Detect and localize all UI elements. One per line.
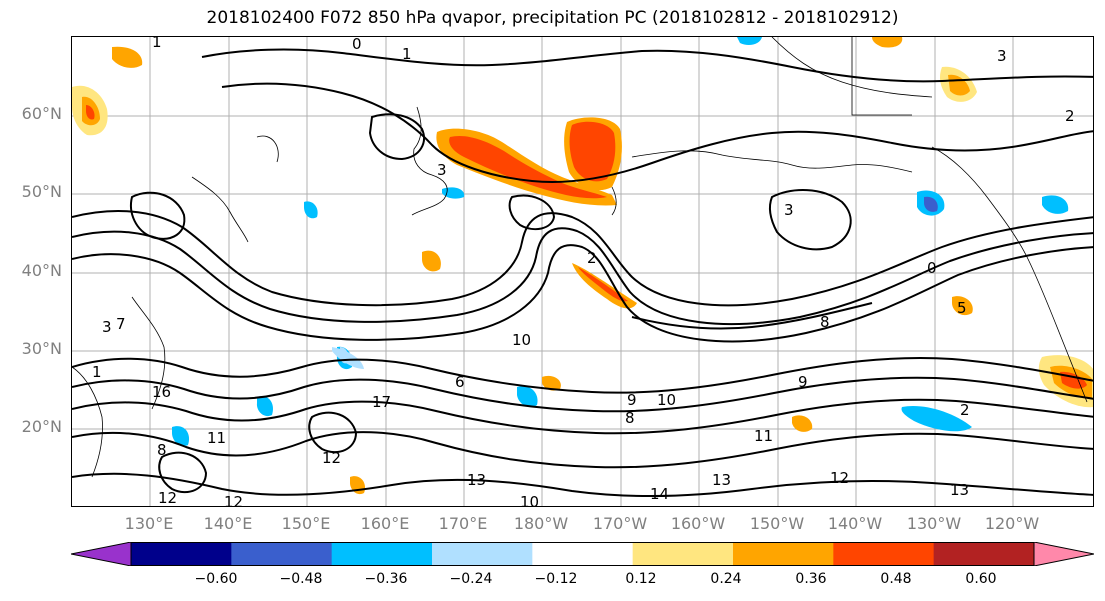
colorbar-tick: −0.12 xyxy=(534,571,578,587)
lat-label-20n: 20°N xyxy=(21,417,62,436)
colorbar-tick: −0.60 xyxy=(194,571,238,587)
map-canvas: 1 0 1 3 3 2 3 3 2 1 7 10 8 6 17 9 12 16 … xyxy=(72,37,1093,507)
contour-label: 2 xyxy=(1065,107,1075,125)
colorbar-segment xyxy=(331,542,433,566)
contour-label: 13 xyxy=(467,471,486,489)
contour-label: 14 xyxy=(650,485,669,503)
contour-label: 8 xyxy=(625,409,635,427)
contour-label: 6 xyxy=(455,373,465,391)
colorbar-segment xyxy=(231,542,333,566)
contour-label: 10 xyxy=(520,493,539,507)
lon-label-180w: 180°W xyxy=(513,514,569,533)
map-title: 2018102400 F072 850 hPa qvapor, precipit… xyxy=(206,8,899,28)
contour-lines xyxy=(72,48,1093,498)
coastlines xyxy=(72,37,1088,478)
colorbar-tick: −0.36 xyxy=(364,571,408,587)
lat-label-60n: 60°N xyxy=(21,104,62,123)
lon-label-130e: 130°E xyxy=(124,514,174,533)
contour-label: 12 xyxy=(224,493,243,507)
contour-label: 3 xyxy=(102,318,112,336)
colorbar-tick: 0.48 xyxy=(880,571,912,587)
lon-label-140w: 140°W xyxy=(827,514,883,533)
contour-label: 9 xyxy=(627,391,637,409)
contour-label: 0 xyxy=(352,37,362,53)
colorbar-tick: 0.12 xyxy=(625,571,657,587)
precip-negative-shading xyxy=(172,37,1069,447)
lon-label-170e: 170°E xyxy=(438,514,488,533)
contour-label: 10 xyxy=(657,391,676,409)
colorbar-segment xyxy=(432,542,533,566)
colorbar-tick: 0.24 xyxy=(710,571,742,587)
lon-label-170w: 170°W xyxy=(592,514,648,533)
colorbar-tick: −0.24 xyxy=(449,571,493,587)
colorbar-segment xyxy=(632,542,734,566)
colorbar-segment xyxy=(532,542,634,566)
contour-label: 13 xyxy=(712,471,731,489)
graticule xyxy=(72,37,1093,506)
contour-label: 11 xyxy=(207,429,226,447)
contour-label: 16 xyxy=(152,383,171,401)
contour-label: 7 xyxy=(116,315,126,333)
colorbar-tick: 0.36 xyxy=(795,571,827,587)
lon-label-160w: 160°W xyxy=(670,514,726,533)
contour-label: 12 xyxy=(158,489,177,507)
colorbar-segment xyxy=(833,542,935,566)
contour-label: 9 xyxy=(798,373,808,391)
colorbar-tick: 0.60 xyxy=(965,571,997,587)
lon-label-120w: 120°W xyxy=(984,514,1040,533)
contour-label: 8 xyxy=(157,441,167,459)
lon-label-150w: 150°W xyxy=(749,514,805,533)
colorbar-segments xyxy=(71,542,1094,566)
colorbar-outline xyxy=(130,542,1035,566)
map-panel[interactable]: 1 0 1 3 3 2 3 3 2 1 7 10 8 6 17 9 12 16 … xyxy=(71,36,1094,507)
contour-label: 8 xyxy=(820,313,830,331)
colorbar-segment xyxy=(71,542,132,566)
contour-label: 2 xyxy=(587,249,597,267)
contour-labels: 1 0 1 3 3 2 3 3 2 1 7 10 8 6 17 9 12 16 … xyxy=(92,37,1075,507)
lon-label-130w: 130°W xyxy=(906,514,962,533)
colorbar-tick: −0.48 xyxy=(279,571,323,587)
contour-label: 1 xyxy=(152,37,162,51)
contour-label: 3 xyxy=(437,161,447,179)
contour-label: 17 xyxy=(372,393,391,411)
colorbar-segment xyxy=(733,542,834,566)
contour-label: 13 xyxy=(950,481,969,499)
contour-label: 12 xyxy=(322,449,341,467)
lat-label-50n: 50°N xyxy=(21,182,62,201)
contour-label: 1 xyxy=(92,363,102,381)
contour-label: 12 xyxy=(830,469,849,487)
contour-label: 0 xyxy=(927,259,937,277)
contour-label: 10 xyxy=(512,331,531,349)
contour-label: 3 xyxy=(784,201,794,219)
colorbar xyxy=(71,542,1094,566)
contour-label: 2 xyxy=(960,401,970,419)
contour-label: 5 xyxy=(957,299,967,317)
contour-label: 3 xyxy=(997,47,1007,65)
contour-label: 1 xyxy=(402,45,412,63)
lat-label-40n: 40°N xyxy=(21,261,62,280)
lon-label-160e: 160°E xyxy=(360,514,410,533)
colorbar-segment xyxy=(1033,542,1094,566)
colorbar-segment xyxy=(131,542,232,566)
colorbar-segment xyxy=(933,542,1035,566)
lon-label-150e: 150°E xyxy=(281,514,331,533)
contour-label: 11 xyxy=(754,427,773,445)
lat-label-30n: 30°N xyxy=(21,339,62,358)
lon-label-140e: 140°E xyxy=(203,514,253,533)
